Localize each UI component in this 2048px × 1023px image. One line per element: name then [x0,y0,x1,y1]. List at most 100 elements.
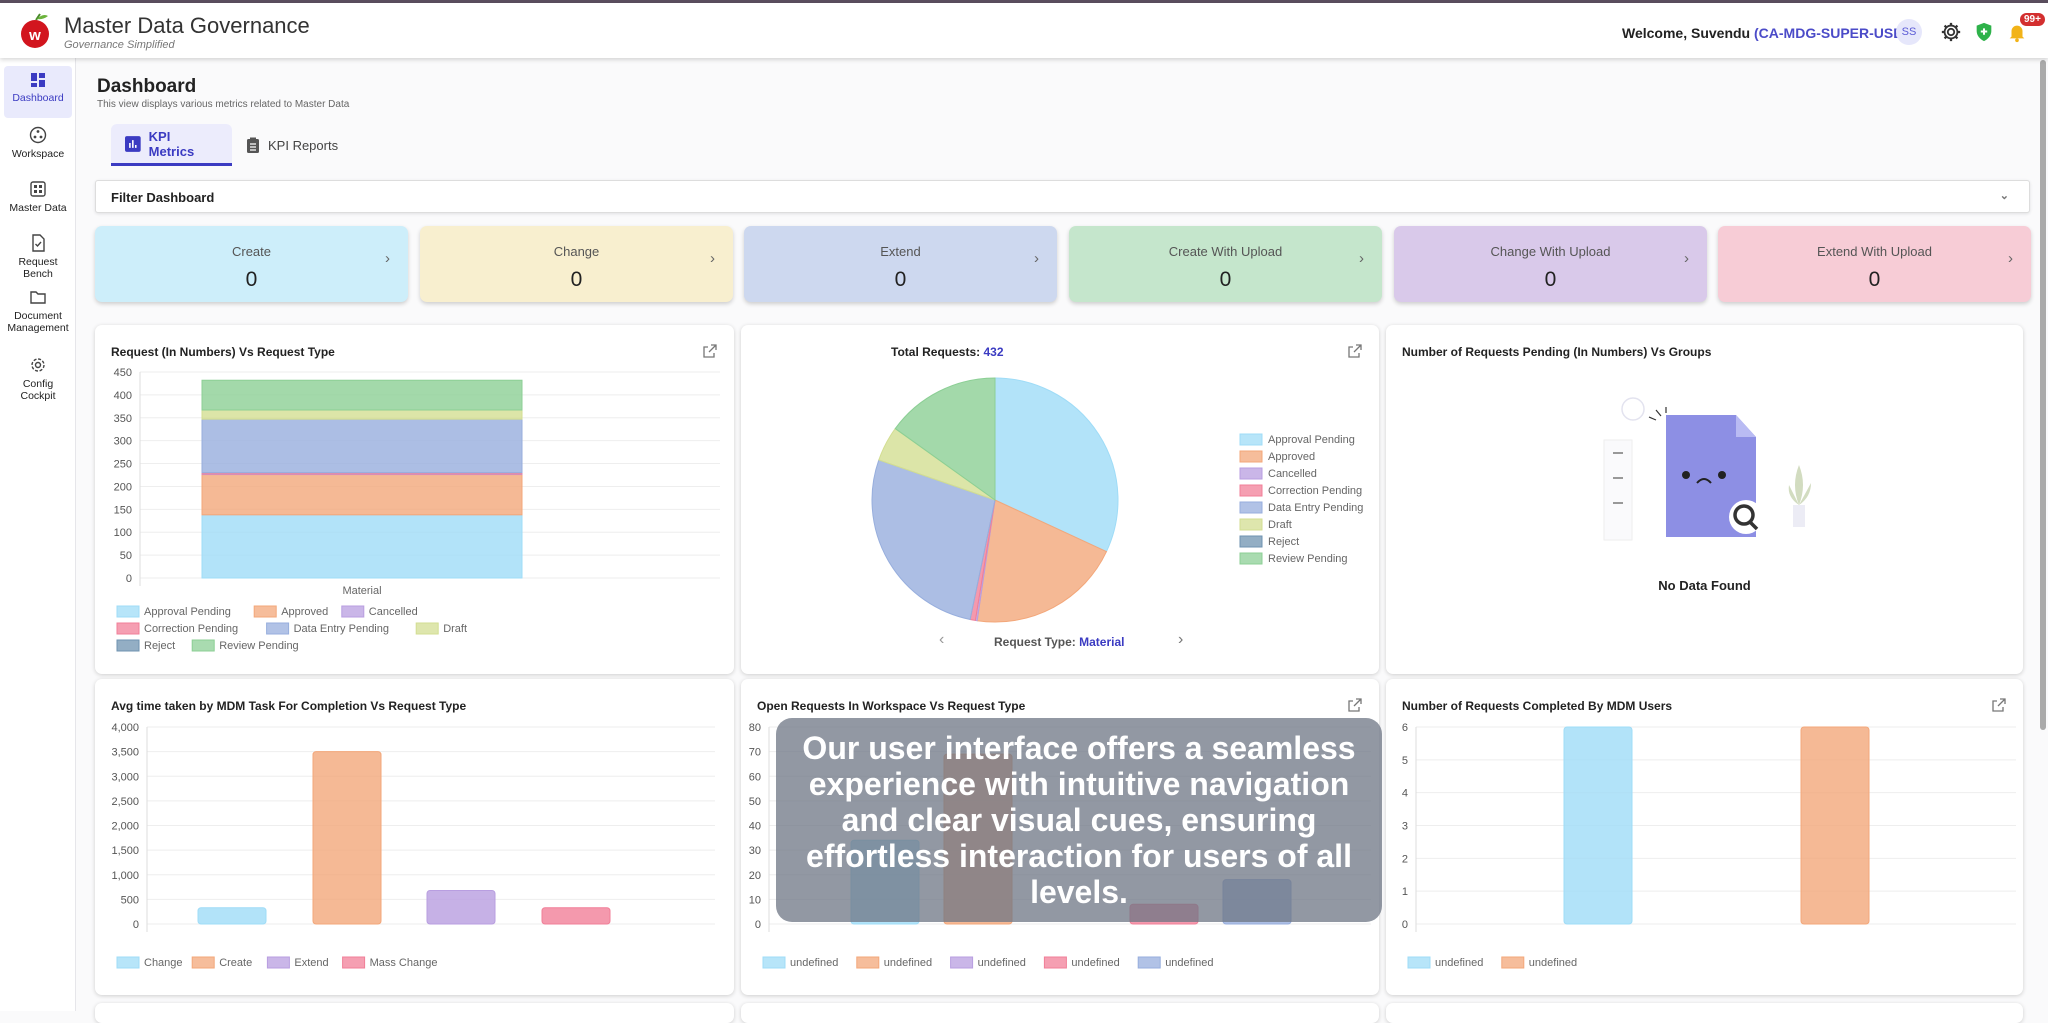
page-title: Dashboard [97,76,196,98]
tab-kpi-metrics[interactable]: KPI Metrics [111,124,232,166]
y-tick-label: 200 [114,481,132,493]
y-tick-label: 3,000 [111,771,139,783]
app-subtitle: Governance Simplified [64,39,175,51]
legend-swatch [1240,536,1262,547]
y-tick-label: 20 [749,870,761,882]
request-type-value: Material [1079,635,1124,649]
sidebar-item-dashboard[interactable]: Dashboard [4,66,72,118]
legend-swatch [117,640,139,651]
welcome-user: Welcome, Suvendu [1622,25,1750,41]
y-tick-label: 2,000 [111,821,139,833]
bar [198,908,266,924]
sidebar-item-workspace[interactable]: Workspace [4,120,72,172]
page-scrollbar[interactable] [2040,60,2046,730]
legend-swatch [1240,434,1262,445]
chart-card-partial [1386,1003,2023,1023]
legend-label: Approval Pending [144,606,231,618]
legend-label: Change [144,957,183,969]
y-tick-label: 4,000 [111,722,139,734]
y-tick-label: 150 [114,504,132,516]
bar [427,891,495,924]
legend-label: Review Pending [219,640,299,652]
user-role: (CA-MDG-SUPER-USER) [1754,25,1917,41]
legend-label: Mass Change [370,957,438,969]
y-tick-label: 3 [1402,821,1408,833]
kpi-value: 0 [420,268,733,292]
app-header: w Master Data Governance Governance Simp… [0,3,2048,58]
bar-segment-review-pending [202,380,522,410]
legend-swatch [192,640,214,651]
bar [313,752,381,924]
tab-label: KPI Metrics [149,129,218,159]
legend-swatch [1240,519,1262,530]
kpi-value: 0 [1069,268,1382,292]
chevron-right-icon: › [1034,250,1039,267]
y-tick-label: 40 [749,821,761,833]
filter-dashboard-accordion[interactable]: Filter Dashboard⌄ [95,180,2030,213]
legend-label: Cancelled [369,606,418,618]
y-tick-label: 5 [1402,755,1408,767]
prev-arrow-icon[interactable]: ‹ [939,631,944,649]
y-tick-label: 100 [114,527,132,539]
app-logo: w [18,13,52,49]
kpi-label: Extend [744,244,1057,259]
legend-label: Correction Pending [1268,485,1362,497]
gear-icon [29,356,47,374]
app-title: Master Data Governance [64,13,310,39]
legend-label: undefined [1529,957,1577,969]
kpi-label: Create With Upload [1069,244,1382,259]
bar [542,908,610,924]
y-tick-label: 300 [114,436,132,448]
chart-card-partial [741,1003,1379,1023]
legend-swatch [1138,957,1160,968]
chart-card-avg-time: Avg time taken by MDM Task For Completio… [95,679,734,995]
shield-icon[interactable] [1973,21,1995,43]
legend-label: Reject [1268,536,1299,548]
next-arrow-icon[interactable]: › [1178,631,1183,649]
chart-card-partial [95,1003,734,1023]
y-tick-label: 50 [120,550,132,562]
y-tick-label: 250 [114,459,132,471]
y-tick-label: 2 [1402,853,1408,865]
y-tick-label: 0 [126,573,132,585]
y-tick-label: 50 [749,796,761,808]
x-tick-label: Material [342,585,381,597]
y-tick-label: 450 [114,367,132,379]
folder-icon [29,288,47,306]
no-data-illustration [1586,395,1826,545]
kpi-label: Change [420,244,733,259]
chevron-right-icon: › [385,250,390,267]
sidebar-item-config-cockpit[interactable]: Config Cockpit [4,350,72,402]
y-tick-label: 3,500 [111,747,139,759]
kpi-card-extend[interactable]: Extend 0› [744,226,1057,302]
chart-title: Number of Requests Pending (In Numbers) … [1402,345,1711,359]
legend-label: undefined [790,957,838,969]
kpi-value: 0 [95,268,408,292]
sidebar-item-label: Config Cockpit [20,378,55,402]
sidebar-item-document-management[interactable]: Document Management [4,282,72,346]
chevron-down-icon: ⌄ [2000,189,2009,202]
svg-text:w: w [28,27,41,44]
y-tick-label: 1,000 [111,870,139,882]
legend-swatch [1240,451,1262,462]
legend-swatch [951,957,973,968]
tab-kpi-reports[interactable]: KPI Reports [232,124,352,166]
legend-swatch [763,957,785,968]
kpi-label: Change With Upload [1394,244,1707,259]
settings-icon[interactable] [1940,21,1962,43]
legend-label: Approved [281,606,328,618]
legend-swatch [416,623,438,634]
sidebar-item-master-data[interactable]: Master Data [4,174,72,226]
request-type-caption: Request Type: [994,635,1076,649]
legend-swatch [254,606,276,617]
kpi-value: 0 [744,268,1057,292]
avatar[interactable]: SS [1896,19,1922,45]
sidebar-item-request-bench[interactable]: Request Bench [4,228,72,280]
